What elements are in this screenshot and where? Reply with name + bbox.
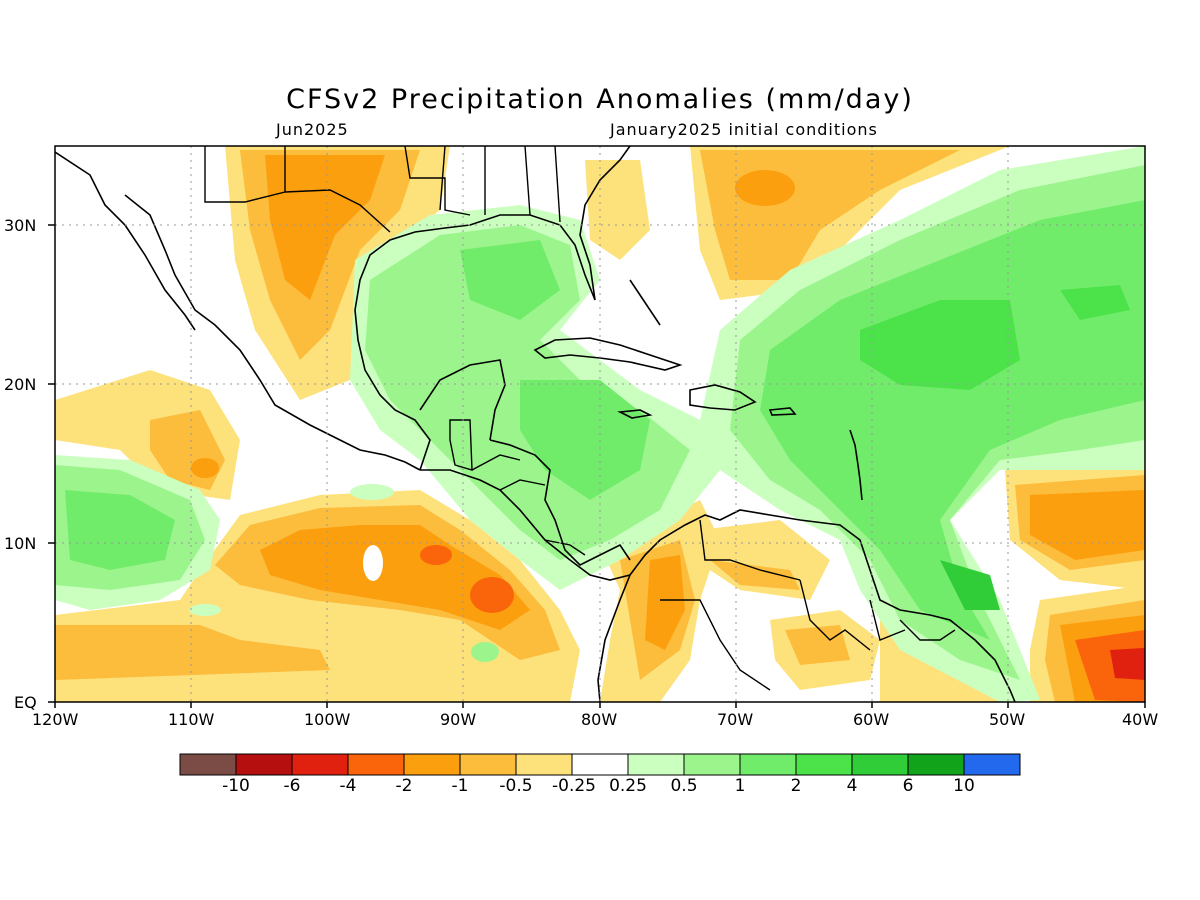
y-tick-label: 20N xyxy=(4,375,37,394)
colorbar-label: 0.5 xyxy=(670,776,698,796)
x-tick-label: 120W xyxy=(32,710,79,729)
colorbar-swatch xyxy=(851,753,909,776)
colorbar-swatch xyxy=(907,753,965,776)
colorbar-swatch xyxy=(291,753,349,776)
colorbar-label: -0.25 xyxy=(552,776,596,796)
x-tick-label: 60W xyxy=(853,710,890,729)
colorbar-swatch xyxy=(515,753,573,776)
initial-conditions: January2025 initial conditions xyxy=(610,120,878,139)
colorbar-swatch xyxy=(795,753,853,776)
forecast-month: Jun2025 xyxy=(276,120,349,139)
x-tick-label: 70W xyxy=(717,710,754,729)
colorbar-swatch xyxy=(347,753,405,776)
colorbar-label: -10 xyxy=(222,776,250,796)
colorbar-swatch xyxy=(963,753,1021,776)
colorbar-swatch xyxy=(627,753,685,776)
colorbar-swatch xyxy=(235,753,293,776)
x-tick-label: 50W xyxy=(989,710,1026,729)
x-tick-label: 80W xyxy=(581,710,618,729)
colorbar-label: -0.5 xyxy=(499,776,533,796)
colorbar-swatch xyxy=(683,753,741,776)
x-tick-label: 40W xyxy=(1122,710,1159,729)
y-tick-label: EQ xyxy=(14,693,37,712)
map-title: CFSv2 Precipitation Anomalies (mm/day) xyxy=(286,84,914,115)
colorbar-label: 10 xyxy=(953,776,975,796)
colorbar-label: 6 xyxy=(902,776,914,796)
coastlines xyxy=(55,146,1016,702)
colorbar-label: 0.25 xyxy=(609,776,647,796)
colorbar-label: 2 xyxy=(790,776,802,796)
colorbar xyxy=(179,753,1021,776)
colorbar-label: -1 xyxy=(451,776,469,796)
colorbar-swatch xyxy=(739,753,797,776)
political-borders xyxy=(204,146,956,691)
colorbar-swatch xyxy=(459,753,517,776)
y-tick-label: 30N xyxy=(4,216,37,235)
tick-marks xyxy=(48,224,1146,708)
colorbar-swatch xyxy=(179,753,237,776)
x-tick-label: 110W xyxy=(168,710,215,729)
colorbar-label: -6 xyxy=(283,776,301,796)
colorbar-label: 1 xyxy=(734,776,746,796)
x-tick-label: 90W xyxy=(440,710,477,729)
wet-anomaly-fields xyxy=(55,146,1145,702)
colorbar-swatch xyxy=(403,753,461,776)
colorbar-label: -2 xyxy=(395,776,413,796)
colorbar-label: -4 xyxy=(339,776,357,796)
x-tick-label: 100W xyxy=(304,710,351,729)
colorbar-label: 4 xyxy=(846,776,858,796)
colorbar-swatch xyxy=(571,753,629,776)
y-tick-label: 10N xyxy=(4,534,37,553)
grid-lines xyxy=(55,146,1145,702)
